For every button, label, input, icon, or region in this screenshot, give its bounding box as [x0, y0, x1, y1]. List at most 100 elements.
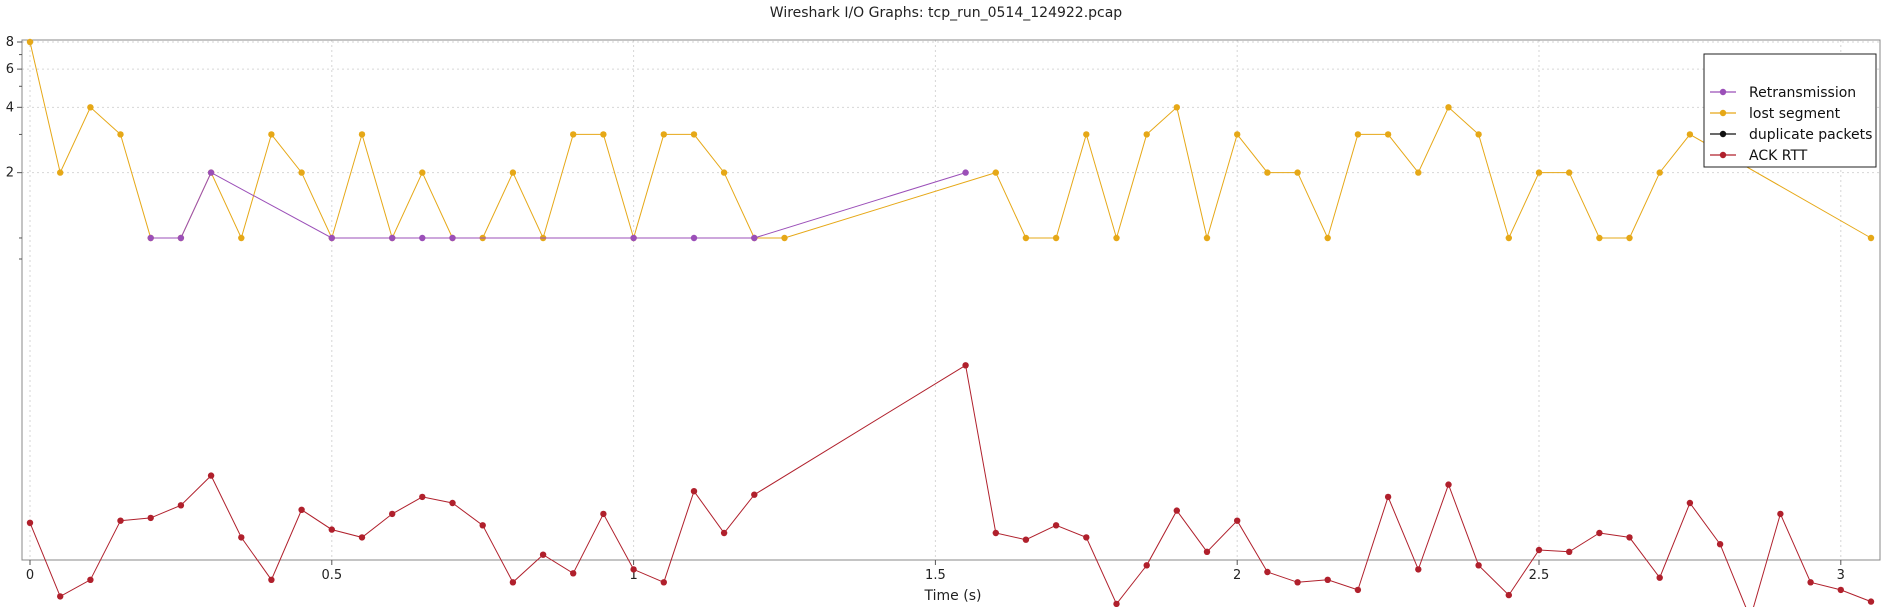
data-point: [1415, 169, 1422, 176]
data-point: [419, 169, 426, 176]
x-tick-label: 2.5: [1529, 568, 1550, 583]
data-point: [1264, 568, 1271, 576]
series-line: [29, 364, 1872, 607]
data-point: [1022, 536, 1030, 543]
data-point: [509, 169, 517, 176]
data-point: [962, 362, 969, 369]
data-point: [1083, 534, 1090, 541]
data-point: [1173, 104, 1181, 111]
data-point: [207, 472, 215, 479]
data-point: [1324, 576, 1331, 583]
series-line: [150, 171, 966, 239]
data-point: [1384, 131, 1392, 138]
y-tick-label: 4: [6, 100, 14, 115]
data-point: [1596, 529, 1603, 537]
data-point: [630, 234, 637, 242]
x-tick-label: 2: [1233, 568, 1241, 583]
data-point: [1656, 574, 1663, 581]
data-point: [1203, 548, 1211, 555]
data-point: [1716, 541, 1724, 548]
data-point: [690, 488, 698, 495]
data-point: [449, 234, 456, 242]
data-point: [1837, 586, 1845, 594]
data-point: [1324, 234, 1331, 242]
data-point: [630, 566, 637, 573]
data-point: [1475, 131, 1482, 138]
series-retransmission: [147, 169, 969, 242]
data-point: [1022, 234, 1030, 242]
data-point: [1445, 481, 1452, 488]
data-point: [238, 234, 245, 242]
data-point: [1475, 562, 1482, 569]
y-tick-label: 2: [6, 166, 14, 181]
data-point: [117, 517, 124, 524]
data-point: [1445, 104, 1452, 111]
data-point: [1143, 131, 1150, 138]
data-point: [177, 234, 185, 242]
data-point: [57, 593, 64, 600]
y-tick-label: 6: [6, 62, 14, 77]
data-point: [419, 234, 426, 242]
series-line: [29, 41, 1872, 240]
data-point: [1052, 522, 1060, 529]
x-tick-label: 1: [629, 568, 637, 583]
data-point: [1294, 579, 1301, 586]
data-point: [117, 131, 124, 138]
chart-title: Wireshark I/O Graphs: tcp_run_0514_12492…: [770, 5, 1123, 21]
data-point: [600, 510, 607, 518]
data-point: [1113, 600, 1120, 607]
legend-marker: [1719, 109, 1727, 117]
legend-entry: duplicate packets: [1710, 127, 1872, 143]
data-point: [690, 234, 698, 242]
x-tick-label: 1.5: [925, 568, 946, 583]
data-point: [509, 579, 517, 586]
grid: [22, 40, 1880, 560]
data-point: [962, 169, 969, 176]
series-ack-rtt: [26, 362, 1875, 607]
data-point: [690, 131, 698, 138]
data-point: [1867, 598, 1875, 605]
legend: Retransmission lost segment duplicate pack…: [1703, 53, 1877, 168]
data-point: [1505, 591, 1513, 599]
data-point: [389, 510, 396, 518]
legend-label: lost segment: [1749, 106, 1841, 122]
legend-entry: ACK RTT: [1710, 148, 1808, 164]
data-point: [1173, 507, 1181, 514]
data-point: [26, 38, 34, 46]
data-point: [1626, 534, 1633, 541]
data-point: [1807, 579, 1814, 586]
data-point: [147, 234, 154, 242]
data-point: [26, 519, 34, 526]
data-point: [419, 493, 426, 501]
data-point: [1686, 131, 1694, 138]
data-point: [479, 522, 486, 529]
data-point: [1203, 234, 1211, 242]
data-point: [328, 526, 335, 533]
data-point: [660, 579, 667, 586]
data-point: [720, 169, 728, 176]
data-point: [992, 529, 999, 537]
data-point: [1777, 510, 1784, 518]
data-point: [1596, 234, 1603, 242]
legend-marker: [1719, 130, 1727, 138]
data-point: [1083, 131, 1090, 138]
data-point: [1656, 169, 1663, 176]
data-point: [570, 131, 577, 138]
axes: 0 0.5 1 1.5 2 2.5 3 2 4 6 8: [6, 35, 1845, 583]
data-point: [1535, 546, 1543, 554]
data-point: [1143, 562, 1150, 569]
data-point: [992, 169, 999, 176]
data-point: [1867, 234, 1875, 242]
data-point: [1566, 169, 1573, 176]
data-point: [57, 169, 64, 176]
legend-marker: [1719, 88, 1727, 96]
data-point: [1686, 499, 1694, 507]
data-point: [751, 234, 758, 242]
legend-box: [1703, 53, 1877, 168]
data-point: [1384, 493, 1392, 501]
x-tick-label: 3: [1837, 568, 1845, 583]
y-tick-label: 8: [6, 35, 14, 50]
data-point: [1415, 566, 1422, 573]
data-point: [147, 514, 154, 522]
plot-area: [21, 39, 1881, 561]
